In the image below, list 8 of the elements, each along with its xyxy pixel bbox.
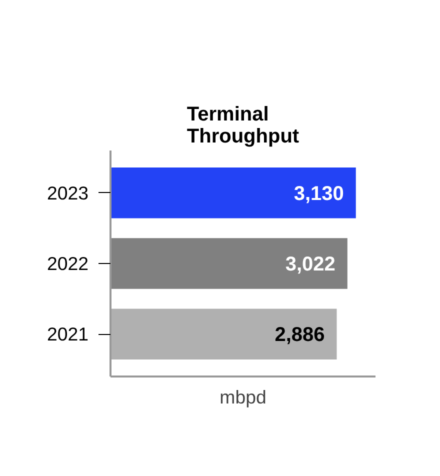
chart-title: Terminal Throughput	[186, 104, 300, 148]
data-label: 2,886	[274, 324, 325, 346]
y-tick-label: 2023	[46, 182, 89, 204]
data-label: 3,022	[285, 254, 336, 276]
y-tick-label: 2022	[46, 253, 89, 274]
x-axis-title: mbpd	[220, 386, 266, 408]
data-label: 3,130	[294, 182, 344, 205]
y-tick-label: 2021	[46, 324, 89, 345]
